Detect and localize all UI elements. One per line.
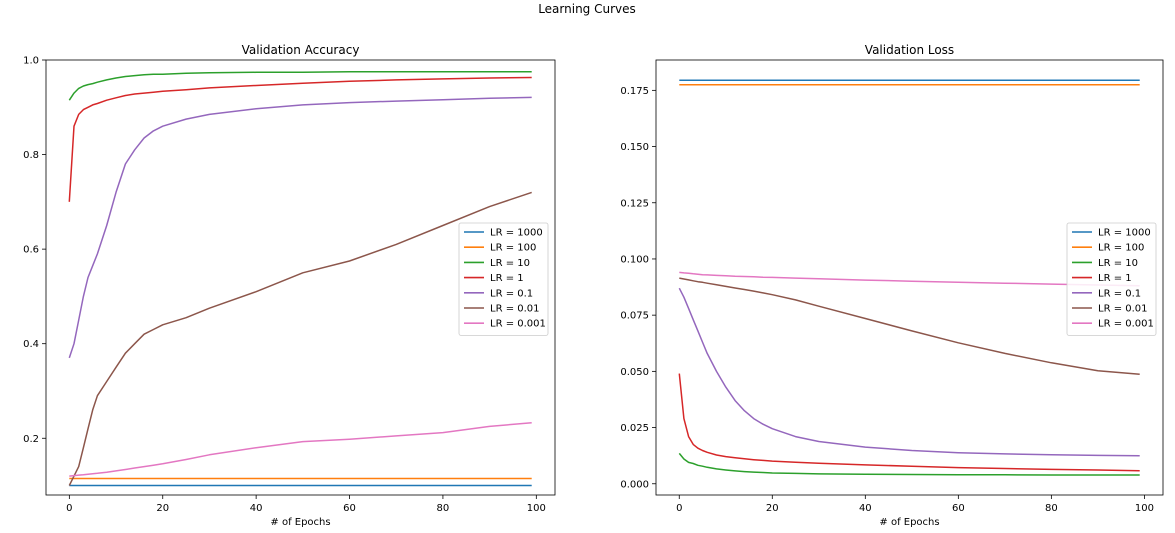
legend-label-lr-0-1: LR = 0.1 [1098,288,1141,299]
series-line-lr-1 [678,373,1140,472]
series-line-lr-10 [678,452,1140,476]
legend-label-lr-10: LR = 10 [490,258,530,269]
x-tick-label: 40 [859,503,872,514]
axes-frame [45,59,556,496]
x-tick-label: 40 [250,503,263,514]
validation-accuracy-panel: Validation Accuracy 0 20 40 60 80 100 0.2 0.4 0.6… [23,43,556,528]
x-tick-label: 0 [676,503,682,514]
series-line-lr-0-1 [68,96,532,359]
x-tick-label: 60 [343,503,356,514]
y-tick-label: 0.175 [620,86,649,97]
y-tick-label: 0.8 [23,150,39,161]
series-line-lr-0-01 [679,277,1140,376]
x-axis-label: # of Epochs [270,517,330,528]
chart-title: Validation Loss [865,43,954,57]
legend-label-lr-0-01: LR = 0.01 [490,304,540,315]
series-line-lr-1 [68,76,532,202]
x-tick-label: 60 [952,503,965,514]
x-axis-label: # of Epochs [879,517,939,528]
legend-label-lr-100: LR = 100 [490,243,536,254]
x-tick-label: 20 [766,503,779,514]
y-tick-label: 0.125 [620,198,649,209]
legend: LR = 1000 LR = 100 LR = 10 LR = 1 LR = 0.1 LR… [458,222,549,336]
x-tick-label: 80 [1045,503,1058,514]
y-tick-label: 0.150 [620,142,649,153]
y-tick-label: 0.025 [620,423,649,434]
legend: LR = 1000 LR = 100 LR = 10 LR = 1 LR = 0.1 LR… [1066,222,1157,336]
y-tick-label: 0.075 [620,311,649,322]
chart-title: Validation Accuracy [242,43,360,57]
legend-label-lr-1000: LR = 1000 [1098,228,1151,239]
legend-label-lr-1000: LR = 1000 [490,228,543,239]
figure-suptitle: Learning Curves [538,2,636,16]
legend-label-lr-0-01: LR = 0.01 [1098,304,1148,315]
y-tick-label: 0.050 [620,367,649,378]
legend-label-lr-0-1: LR = 0.1 [490,288,533,299]
legend-label-lr-0-001: LR = 0.001 [490,319,546,330]
legend-label-lr-100: LR = 100 [1098,243,1144,254]
series-line-lr-0-001 [679,271,1140,287]
series-line-lr-0-001 [69,421,532,477]
x-tick-label: 20 [156,503,169,514]
series-line-lr-10 [68,71,532,101]
legend-label-lr-0-001: LR = 0.001 [1098,319,1154,330]
legend-label-lr-1: LR = 1 [490,273,524,284]
y-tick-label: 0.2 [23,434,39,445]
legend-label-lr-1: LR = 1 [1098,273,1132,284]
axes-frame [655,59,1164,496]
y-tick-label: 0.6 [23,245,39,256]
y-tick-label: 0.100 [620,254,649,265]
y-tick-label: 0.4 [23,339,39,350]
y-tick-label: 0.000 [620,479,649,490]
series-line-lr-0-01 [68,191,532,486]
legend-label-lr-10: LR = 10 [1098,258,1138,269]
x-tick-label: 100 [1135,503,1154,514]
series-line-lr-0-1 [678,287,1140,457]
x-tick-label: 100 [527,503,546,514]
x-tick-label: 0 [66,503,72,514]
x-tick-label: 80 [437,503,450,514]
validation-loss-panel: Validation Loss 0 20 40 60 80 100 0.000 0.025 0.0… [620,43,1164,528]
y-tick-label: 1.0 [23,56,39,67]
